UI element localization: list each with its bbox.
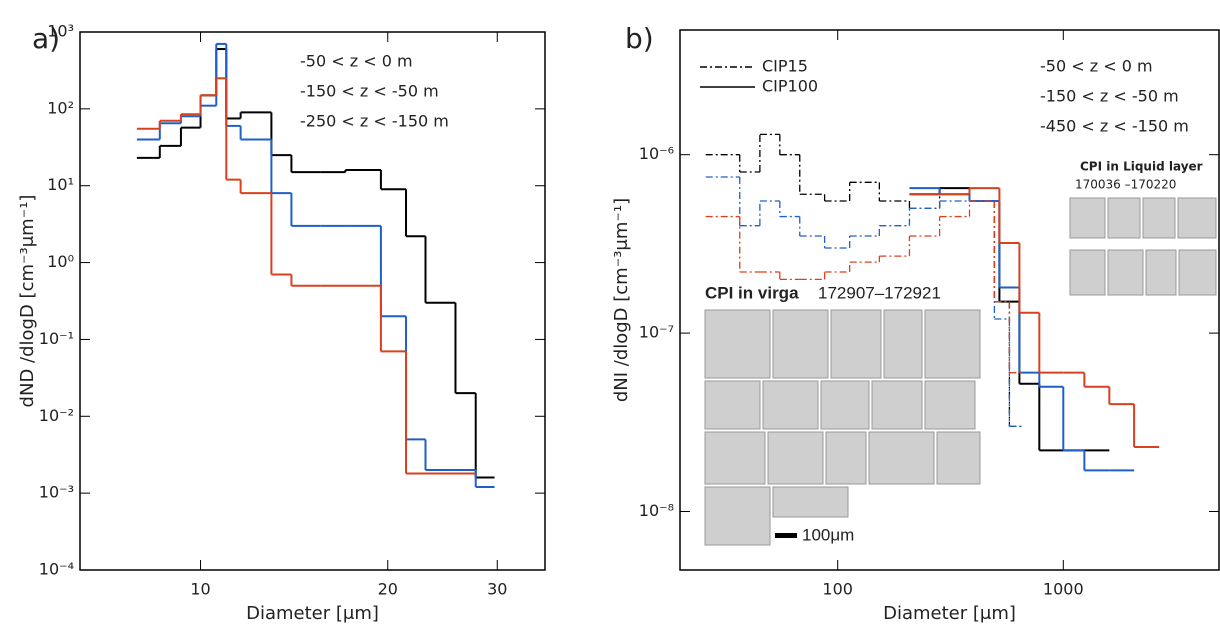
panel-label: a) bbox=[32, 22, 60, 55]
x-tick-label: 100 bbox=[822, 580, 853, 599]
y-tick-label: 10⁻¹ bbox=[39, 329, 74, 348]
style-legend-label: CIP100 bbox=[762, 77, 818, 96]
x-axis-label: Diameter [μm] bbox=[883, 603, 1016, 624]
y-tick-label: 10³ bbox=[47, 22, 74, 41]
legend-entry: -150 < z < -50 m bbox=[300, 82, 439, 101]
x-tick-label: 1000 bbox=[1043, 580, 1084, 599]
x-axis-label: Diameter [μm] bbox=[246, 603, 379, 624]
cpi-images bbox=[704, 197, 1217, 546]
annotation: CPI in Liquid layer bbox=[1080, 160, 1203, 174]
style-legend-label: CIP15 bbox=[762, 57, 808, 76]
annotation: 170036 –170220 bbox=[1075, 178, 1176, 192]
x-tick-label: 10 bbox=[190, 580, 210, 599]
y-tick-label: 10⁻⁴ bbox=[39, 560, 74, 579]
y-tick-label: 10⁻⁸ bbox=[639, 501, 674, 520]
annotation: 100μm bbox=[802, 525, 854, 544]
y-axis-label: dND /dlogD [cm⁻³μm⁻¹] bbox=[17, 195, 38, 408]
y-tick-label: 10⁻² bbox=[39, 406, 74, 425]
legend-entry: -150 < z < -50 m bbox=[1040, 87, 1179, 106]
x-tick-label: 20 bbox=[378, 580, 398, 599]
legend-entry: -50 < z < 0 m bbox=[1040, 57, 1153, 76]
legend-entry: -250 < z < -150 m bbox=[300, 112, 449, 131]
legend-entry: -450 < z < -150 m bbox=[1040, 117, 1189, 136]
x-tick-label: 30 bbox=[487, 580, 507, 599]
y-tick-label: 10⁻³ bbox=[39, 483, 74, 502]
y-tick-label: 10² bbox=[47, 98, 74, 117]
annotation: 172907–172921 bbox=[818, 283, 941, 302]
y-tick-label: 10¹ bbox=[47, 175, 74, 194]
y-axis-label: dNI /dlogD [cm⁻³μm⁻¹] bbox=[611, 198, 632, 402]
y-tick-label: 10⁰ bbox=[47, 252, 74, 271]
annotation: CPI in virga bbox=[705, 283, 799, 302]
panel-label: b) bbox=[625, 22, 654, 55]
scale-bar bbox=[775, 533, 797, 538]
plot-frame bbox=[79, 31, 546, 571]
y-tick-label: 10⁻⁶ bbox=[639, 144, 674, 163]
y-tick-label: 10⁻⁷ bbox=[639, 323, 674, 342]
plot-frame bbox=[679, 29, 1220, 571]
legend-entry: -50 < z < 0 m bbox=[300, 52, 413, 71]
